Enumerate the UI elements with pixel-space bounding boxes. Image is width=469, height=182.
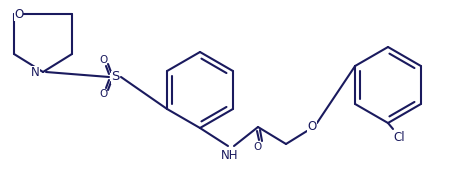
Text: NH: NH <box>221 149 239 162</box>
Text: S: S <box>111 70 119 84</box>
Text: N: N <box>31 66 40 78</box>
Text: O: O <box>14 7 23 21</box>
Text: O: O <box>307 120 317 134</box>
Text: O: O <box>99 89 107 99</box>
Text: Cl: Cl <box>393 131 405 144</box>
Text: O: O <box>254 142 262 152</box>
Text: O: O <box>99 55 107 65</box>
